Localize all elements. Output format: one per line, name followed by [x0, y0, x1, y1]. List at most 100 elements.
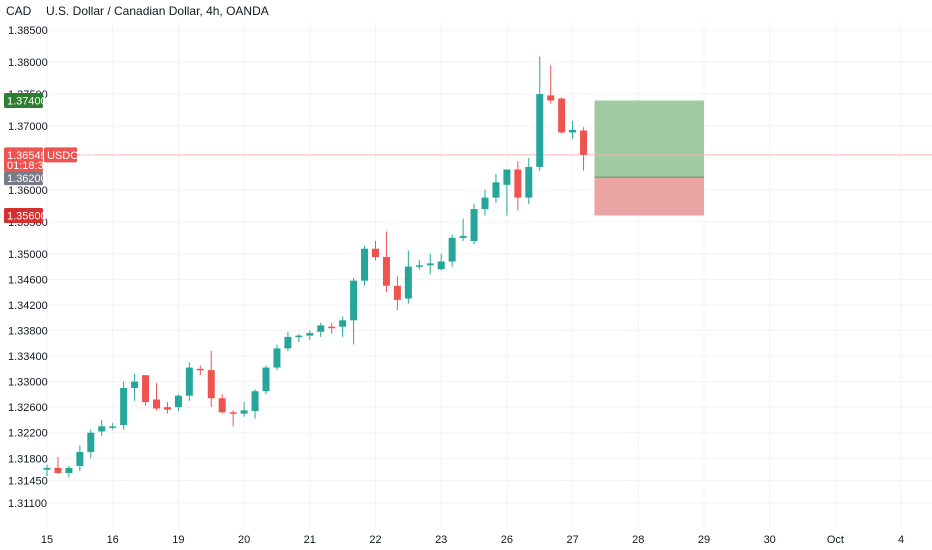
candle-body — [262, 367, 270, 392]
x-tick-label: 19 — [172, 534, 184, 546]
candle — [65, 465, 73, 478]
candle — [415, 260, 423, 270]
current-price-tag-bg — [4, 147, 43, 172]
candle — [437, 253, 445, 271]
candle — [372, 241, 379, 261]
candle-body — [339, 320, 347, 327]
symbol-tag-bg — [44, 147, 77, 163]
candle-body — [317, 325, 325, 332]
candle-body — [382, 257, 390, 286]
candle-body — [404, 266, 412, 299]
y-tick-label: 1.34600 — [8, 274, 48, 286]
candle-body — [558, 98, 566, 133]
candle — [317, 322, 325, 337]
y-tick-label: 1.31100 — [8, 498, 47, 510]
stop-price-tag: 1.35600 — [4, 207, 47, 223]
candle — [284, 331, 292, 351]
candle — [547, 65, 555, 104]
candle — [76, 445, 84, 472]
y-tick-label: 1.34200 — [8, 300, 48, 312]
candle-body — [87, 432, 95, 452]
candle — [558, 97, 566, 134]
x-tick-label: 23 — [435, 534, 447, 546]
candle-body — [273, 348, 281, 368]
candle-body — [437, 261, 445, 270]
candle-body — [372, 248, 379, 258]
y-tick-label: 1.31450 — [8, 476, 48, 488]
x-tick-label: 22 — [369, 534, 381, 546]
candle — [448, 234, 456, 267]
x-tick-label: 4 — [898, 534, 904, 546]
candle-body — [350, 280, 358, 321]
candle-body — [459, 235, 467, 238]
stop-price-tag-text: 1.35600 — [7, 210, 47, 222]
candle — [481, 189, 489, 216]
candle-body — [503, 169, 511, 185]
candle-body — [218, 398, 226, 413]
x-axis: 15 16 19 20 21 22 23 26 27 28 29 30 Oct 4 — [41, 534, 904, 546]
grid — [44, 22, 932, 528]
y-tick-label: 1.38500 — [8, 25, 48, 37]
candle-body — [448, 237, 456, 262]
candle — [131, 373, 139, 401]
candle — [43, 464, 51, 477]
candle — [218, 394, 226, 414]
candle — [393, 276, 401, 311]
loss-zone — [594, 177, 704, 216]
candle-body — [415, 265, 423, 267]
target-price-tag: 1.37400 — [4, 92, 47, 108]
candle-body — [207, 370, 215, 399]
y-tick-label: 1.36000 — [8, 185, 48, 197]
candle — [87, 429, 95, 459]
x-tick-label: 15 — [41, 534, 53, 546]
candle-body — [525, 166, 533, 198]
y-tick-label: 1.33400 — [8, 351, 48, 363]
candle — [492, 173, 500, 203]
candle — [328, 322, 336, 334]
candle-body — [109, 426, 117, 428]
y-tick-label: 1.33000 — [8, 377, 48, 389]
candle-body — [393, 285, 401, 300]
x-tick-label: 26 — [501, 534, 513, 546]
x-tick-label: 20 — [238, 534, 250, 546]
y-tick-label: 1.37000 — [8, 121, 48, 133]
candle-body — [153, 399, 160, 409]
candle-body — [54, 467, 62, 473]
candle-body — [306, 333, 314, 336]
candle-body — [547, 95, 555, 101]
candle-body — [65, 467, 73, 473]
candle-body — [98, 426, 106, 432]
y-axis: 1.385001.380001.375001.370001.360001.355… — [8, 25, 48, 510]
symbol-tag-text: USDCAD — [47, 150, 94, 162]
candle — [361, 246, 369, 286]
candle — [470, 203, 478, 245]
candle — [459, 218, 467, 242]
candle — [536, 56, 544, 171]
candle-body — [569, 129, 577, 133]
candle — [240, 402, 248, 417]
x-tick-label: 21 — [304, 534, 316, 546]
candle — [503, 169, 511, 216]
candle-body — [470, 209, 478, 242]
candle — [98, 419, 106, 436]
y-tick-label: 1.32200 — [8, 428, 48, 440]
currency-label: CAD — [6, 4, 32, 18]
stop-price-tag-bg — [4, 207, 43, 223]
candle — [262, 365, 270, 395]
y-tick-label: 1.33800 — [8, 326, 48, 338]
candle-body — [240, 410, 248, 414]
x-tick-label: 28 — [632, 534, 644, 546]
candle-body — [196, 368, 204, 371]
candle — [306, 330, 314, 341]
candle — [229, 410, 237, 427]
candle — [153, 382, 160, 411]
candle-body — [76, 451, 84, 466]
candle — [580, 127, 588, 171]
entry-price-tag: 1.36200 — [4, 171, 47, 186]
candle — [54, 457, 62, 475]
candle-body — [185, 367, 193, 396]
x-tick-label: Oct — [827, 534, 844, 546]
candle-body — [174, 395, 182, 408]
